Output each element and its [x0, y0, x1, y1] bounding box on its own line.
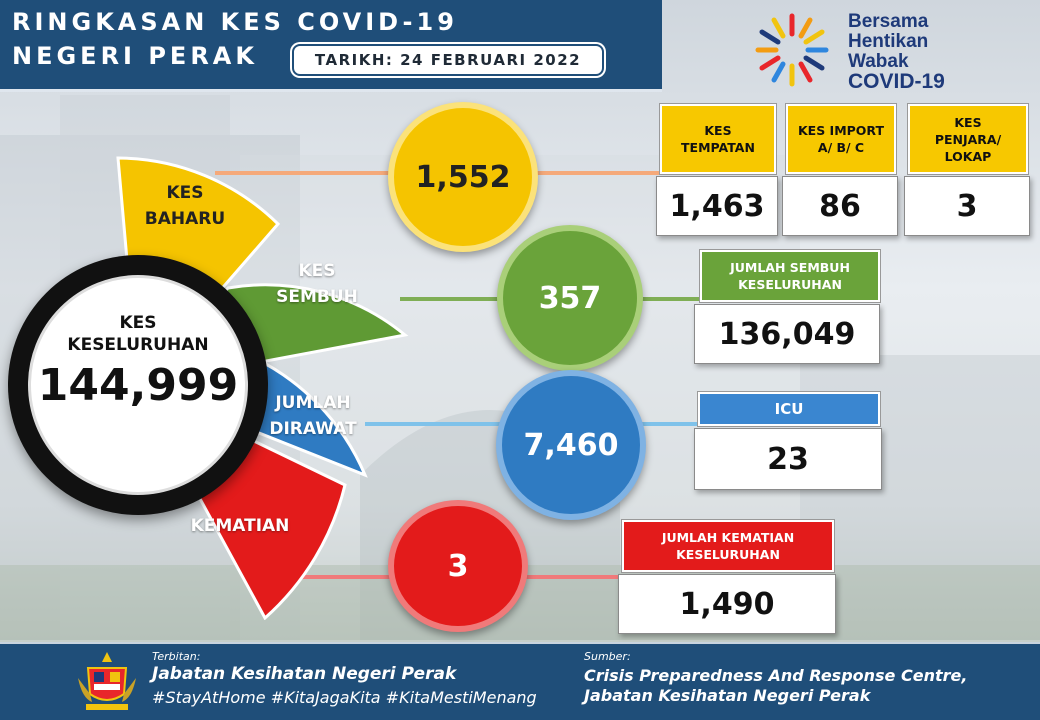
import-cases-value: 86	[782, 176, 898, 236]
new-cases-circle: 1,552	[388, 102, 538, 252]
deaths-total-value: 1,490	[618, 574, 836, 634]
treated-circle: 7,460	[496, 370, 646, 520]
logo-line4: COVID-19	[848, 70, 945, 93]
connector-line-sembuh	[400, 297, 505, 301]
local-cases-header: KES TEMPATAN	[660, 104, 776, 174]
prison-cases-header: KES PENJARA/LOKAP	[908, 104, 1028, 174]
published-by-label: Terbitan:	[152, 650, 201, 663]
campaign-logo-icon	[755, 13, 829, 87]
page-title-line2: NEGERI PERAK	[12, 42, 258, 70]
logo-line3: Wabak	[848, 51, 909, 72]
connector-line-baharu	[215, 171, 395, 175]
deaths-circle: 3	[388, 500, 528, 632]
connector-line-kematian-right	[525, 575, 620, 579]
recovered-total-value: 136,049	[694, 304, 880, 364]
icu-header: ICU	[698, 392, 880, 426]
deaths-total-header: JUMLAH KEMATIAN KESELURUHAN	[622, 520, 834, 572]
wedge-label-kes-sembuh: KES SEMBUH	[276, 261, 358, 307]
connector-line-kematian	[285, 575, 395, 579]
import-cases-header: KES IMPORT A/ B/ C	[786, 104, 896, 174]
footer-banner	[0, 642, 1040, 720]
total-cases-label: KES KESELURUHAN	[67, 313, 209, 355]
connector-line-dirawat-right	[640, 422, 700, 426]
date-badge: TARIKH: 24 FEBRUARI 2022	[292, 44, 604, 76]
total-cases-value: 144,999	[37, 360, 239, 411]
hashtags: #StayAtHome #KitaJagaKita #KitaMestiMena…	[152, 688, 537, 707]
connector-line-baharu-right	[530, 171, 660, 175]
coat-of-arms-icon	[78, 652, 136, 710]
wedge-label-jumlah-dirawat: JUMLAH DIRAWAT	[269, 393, 357, 439]
source-label: Sumber:	[584, 650, 631, 663]
connector-line-dirawat	[365, 422, 505, 426]
prison-cases-value: 3	[904, 176, 1030, 236]
source-line2: Jabatan Kesihatan Negeri Perak	[584, 686, 871, 705]
logo-line1: Bersama	[848, 11, 929, 32]
logo-line2: Hentikan	[848, 31, 929, 52]
connector-line-sembuh-right	[640, 297, 700, 301]
wedge-label-kes-baharu: KES BAHARU	[144, 183, 226, 229]
recovered-total-header: JUMLAH SEMBUH KESELURUHAN	[700, 250, 880, 302]
icu-value: 23	[694, 428, 882, 490]
recovered-circle: 357	[497, 225, 643, 371]
page-title-line1: RINGKASAN KES COVID-19	[12, 8, 458, 36]
source-line1: Crisis Preparedness And Response Centre,	[584, 666, 968, 685]
published-by: Jabatan Kesihatan Negeri Perak	[152, 664, 457, 684]
local-cases-value: 1,463	[656, 176, 778, 236]
campaign-logo-text: Bersama Hentikan Wabak COVID-19	[848, 11, 945, 93]
wedge-label-kematian: KEMATIAN	[190, 516, 290, 536]
total-cases-circle	[28, 275, 248, 495]
